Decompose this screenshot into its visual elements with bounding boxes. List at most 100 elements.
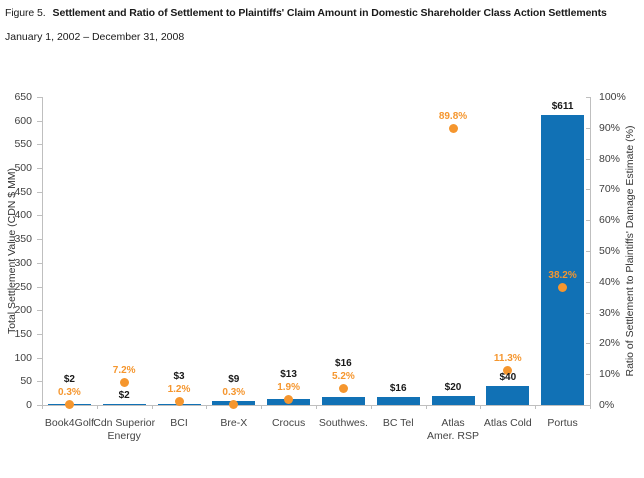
bar-southwes- xyxy=(321,397,365,405)
left-axis-tick xyxy=(37,357,42,359)
left-axis-tick xyxy=(37,97,42,98)
left-axis-tick xyxy=(37,168,42,170)
ratio-dot xyxy=(338,384,348,394)
x-axis-tick xyxy=(480,405,482,409)
right-axis-tick xyxy=(586,158,591,160)
left-axis-tick-label: 350 xyxy=(14,233,32,246)
left-axis-tick xyxy=(37,262,42,264)
left-axis-tick-label: 150 xyxy=(14,327,32,340)
figure-title: Figure 5. Settlement and Ratio of Settlem… xyxy=(5,7,607,19)
figure-number-label: Figure 5. xyxy=(5,7,46,19)
left-axis-tick-label: 300 xyxy=(14,256,32,269)
right-axis-tick xyxy=(586,405,591,406)
settlement-value-label: $16 xyxy=(389,383,407,395)
right-axis-tick xyxy=(586,220,591,222)
figure-subtitle: January 1, 2002 – December 31, 2008 xyxy=(5,31,185,43)
right-axis-tick xyxy=(586,281,591,283)
right-axis-tick xyxy=(586,312,591,314)
left-axis-tick xyxy=(37,144,42,146)
x-axis-tick xyxy=(151,405,153,409)
left-axis-tick xyxy=(37,381,42,383)
ratio-dot xyxy=(174,396,184,406)
left-axis-tick-label: 50 xyxy=(20,375,32,388)
x-axis-category-label: Southwes. xyxy=(318,417,368,429)
settlement-value-label: $2 xyxy=(118,390,130,402)
ratio-value-label: 0.3% xyxy=(222,386,246,398)
ratio-value-label: 7.2% xyxy=(112,365,136,377)
left-axis-tick-label: 500 xyxy=(14,162,32,175)
left-axis-tick-label: 650 xyxy=(14,91,32,103)
settlement-value-label: $40 xyxy=(499,372,517,384)
right-axis-tick-label: 90% xyxy=(599,121,621,134)
right-axis-tick-label: 80% xyxy=(599,152,621,165)
x-axis-category-label: Bre-X xyxy=(220,417,248,429)
settlement-value-label: $20 xyxy=(444,381,462,393)
bar-cdn-superior xyxy=(102,404,146,405)
right-axis-tick-label: 70% xyxy=(599,183,621,196)
left-axis-tick-label: 250 xyxy=(14,280,32,293)
right-axis-tick xyxy=(586,343,591,345)
x-axis-category-label: Cdn Superior Energy xyxy=(93,417,156,442)
right-axis-tick xyxy=(586,251,591,252)
left-axis-tick xyxy=(37,120,42,122)
left-axis-tick-label: 400 xyxy=(14,209,32,222)
x-axis-tick xyxy=(42,405,43,409)
ratio-dot xyxy=(119,378,129,388)
right-axis-tick-label: 100% xyxy=(599,91,626,103)
left-axis-tick-label: 100 xyxy=(14,351,32,364)
right-axis-tick-label: 60% xyxy=(599,214,621,227)
ratio-value-label: 5.2% xyxy=(331,371,355,383)
left-axis-tick-label: 600 xyxy=(14,114,32,127)
x-axis-tick xyxy=(261,405,263,409)
x-axis-category-label: Portus xyxy=(547,417,578,429)
x-axis-category-label: Atlas Cold xyxy=(483,417,532,429)
ratio-value-label: 0.3% xyxy=(57,386,81,398)
right-axis-tick-label: 20% xyxy=(599,337,621,350)
ratio-value-label: 89.8% xyxy=(438,110,468,122)
x-axis-tick xyxy=(535,405,537,409)
right-axis-tick xyxy=(586,127,591,129)
x-axis-category-label: Atlas Amer. RSP xyxy=(427,417,479,442)
right-axis-tick-label: 30% xyxy=(599,306,621,319)
bar-bc-tel xyxy=(376,397,420,405)
right-axis-tick-label: 0% xyxy=(599,399,615,411)
left-axis-tick-label: 0 xyxy=(26,399,32,411)
right-axis-tick-label: 10% xyxy=(599,368,621,381)
ratio-value-label: 38.2% xyxy=(548,269,577,281)
x-axis-tick xyxy=(425,405,427,409)
right-axis-tick xyxy=(586,189,591,191)
x-axis-tick xyxy=(206,405,208,409)
ratio-dot xyxy=(284,394,294,404)
ratio-value-label: 11.3% xyxy=(493,352,522,364)
left-axis-tick-label: 450 xyxy=(14,185,32,198)
ratio-dot xyxy=(558,282,568,292)
x-axis-category-label: BC Tel xyxy=(382,417,414,429)
settlement-value-label: $611 xyxy=(551,101,574,113)
right-axis-tick xyxy=(586,97,591,98)
ratio-dot xyxy=(64,399,74,409)
x-axis-tick xyxy=(370,405,372,409)
left-axis-tick xyxy=(37,405,42,406)
ratio-value-label: 1.2% xyxy=(167,383,191,395)
settlement-value-label: $16 xyxy=(335,358,352,370)
left-axis-tick xyxy=(37,286,42,288)
x-axis-tick xyxy=(316,405,317,409)
bar-atlas-cold xyxy=(486,386,530,405)
left-axis-tick xyxy=(37,191,42,193)
ratio-dot xyxy=(503,365,513,375)
left-axis-tick-label: 550 xyxy=(14,138,32,151)
x-axis-category-label: BCI xyxy=(170,417,188,429)
left-axis-tick xyxy=(37,333,42,335)
right-axis-tick-label: 50% xyxy=(599,245,621,257)
settlement-value-label: $3 xyxy=(173,370,185,382)
left-axis-tick xyxy=(37,215,42,217)
x-axis-category-label: Book4Golf xyxy=(44,417,94,429)
settlement-value-label: $9 xyxy=(228,373,240,385)
ratio-dot xyxy=(448,123,458,133)
right-axis-tick-label: 40% xyxy=(599,275,621,288)
left-axis-tick-label: 200 xyxy=(14,304,32,317)
left-axis-tick xyxy=(37,239,42,241)
bar-atlas xyxy=(431,395,475,405)
settlement-value-label: $13 xyxy=(280,368,297,380)
